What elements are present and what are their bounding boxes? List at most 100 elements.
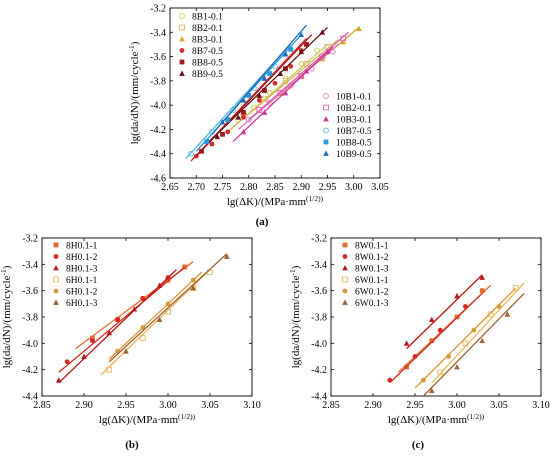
x-tick-label: 3.05 bbox=[371, 182, 389, 193]
fit-line bbox=[422, 292, 525, 397]
fit-line bbox=[58, 266, 186, 373]
y-axis-label: lg(da/dN)/(mm/cycle-1) bbox=[127, 41, 142, 144]
data-point bbox=[429, 338, 435, 344]
fit-line bbox=[108, 253, 228, 363]
legend-label: 8B3-0.1 bbox=[192, 35, 223, 45]
data-point bbox=[156, 316, 163, 323]
x-tick-label: 3.10 bbox=[532, 400, 550, 411]
data-point bbox=[319, 29, 326, 35]
data-point bbox=[298, 31, 305, 38]
y-axis-label: lg(da/dN)/(mm/cycle-1) bbox=[0, 265, 13, 368]
data-point bbox=[245, 116, 252, 123]
legend-label: 8B7-0.5 bbox=[192, 47, 223, 57]
x-axis-label: lg(ΔK)/(MPa·mm(1/2)) bbox=[99, 412, 196, 427]
x-tick-label: 3.00 bbox=[448, 400, 466, 411]
x-tick-label: 2.85 bbox=[322, 400, 340, 411]
data-point bbox=[329, 48, 336, 55]
data-point bbox=[277, 90, 284, 96]
legend-marker bbox=[323, 116, 329, 122]
panel-label: (b) bbox=[125, 439, 139, 451]
legend-label: 8H0.1-2 bbox=[66, 253, 98, 263]
x-tick-label: 2.90 bbox=[293, 182, 311, 193]
data-point bbox=[429, 387, 435, 394]
data-point bbox=[277, 70, 284, 76]
x-tick-label: 2.90 bbox=[75, 400, 93, 411]
fit-line bbox=[206, 26, 328, 145]
x-tick-label: 2.95 bbox=[319, 182, 337, 193]
y-tick-label: -3.8 bbox=[150, 76, 166, 87]
data-point bbox=[356, 25, 362, 32]
data-point bbox=[463, 304, 468, 309]
y-tick-label: -4.0 bbox=[22, 339, 38, 350]
data-point bbox=[437, 369, 444, 376]
data-point bbox=[90, 338, 95, 344]
data-point bbox=[454, 292, 460, 299]
data-point bbox=[462, 340, 469, 347]
data-point bbox=[165, 301, 171, 307]
data-point bbox=[90, 335, 95, 341]
data-point bbox=[235, 114, 242, 120]
data-point bbox=[165, 277, 171, 283]
data-point bbox=[282, 90, 289, 96]
data-point bbox=[106, 366, 113, 373]
fit-line bbox=[108, 271, 203, 360]
data-point bbox=[479, 337, 485, 344]
fit-line bbox=[232, 46, 334, 143]
data-point bbox=[504, 311, 511, 317]
legend-marker bbox=[323, 104, 329, 111]
y-tick-label: -3.6 bbox=[311, 286, 327, 297]
data-point bbox=[190, 277, 196, 283]
data-point bbox=[340, 35, 347, 42]
y-tick-label: -3.8 bbox=[22, 313, 38, 324]
x-axis-label: lg(ΔK)/(MPa·mm(1/2)) bbox=[227, 194, 324, 209]
legend-label: 6W0.1-2 bbox=[355, 287, 389, 297]
y-tick-label: -3.4 bbox=[311, 260, 327, 271]
data-point bbox=[220, 131, 225, 137]
legend-marker bbox=[179, 48, 185, 53]
legend-marker bbox=[179, 59, 185, 65]
chart-panel-c: 2.85 2.90 2.95 3.00 3.05 3.10 -3.2 -3.4 -3.6 -3.8… bbox=[288, 234, 550, 452]
y-tick-label: -4.2 bbox=[150, 125, 166, 136]
y-tick-label: -3.2 bbox=[311, 234, 327, 245]
data-point bbox=[303, 61, 310, 67]
data-point bbox=[64, 359, 70, 365]
series-8W0.1-2 bbox=[387, 292, 483, 384]
data-point bbox=[412, 354, 418, 359]
data-point bbox=[437, 327, 443, 333]
legend-marker bbox=[53, 288, 59, 294]
fit-line bbox=[100, 269, 211, 376]
data-point bbox=[282, 51, 289, 57]
data-point bbox=[115, 317, 120, 323]
legend-label: 6H0.1-1 bbox=[66, 276, 98, 286]
data-point bbox=[156, 282, 163, 288]
data-point bbox=[324, 48, 331, 55]
series-6W0.1-1 bbox=[431, 282, 525, 384]
legend-marker bbox=[342, 288, 348, 294]
data-point bbox=[479, 274, 485, 280]
data-point bbox=[446, 354, 451, 359]
legend-marker bbox=[342, 254, 348, 259]
data-point bbox=[298, 48, 305, 55]
x-tick-label: 2.65 bbox=[161, 182, 179, 193]
fit-line bbox=[406, 274, 483, 350]
data-point bbox=[256, 107, 263, 113]
data-point bbox=[298, 73, 305, 79]
panel-label: (a) bbox=[256, 216, 269, 228]
legend-marker bbox=[53, 276, 59, 283]
legend-marker bbox=[179, 36, 185, 42]
y-tick-label: -3.6 bbox=[22, 286, 38, 297]
x-tick-label: 2.75 bbox=[214, 182, 232, 193]
data-point bbox=[131, 306, 138, 312]
data-point bbox=[421, 377, 426, 383]
data-point bbox=[240, 128, 247, 135]
legend-label: 8W0.1-2 bbox=[355, 253, 389, 263]
legend-marker bbox=[323, 150, 329, 156]
y-tick-label: -4.2 bbox=[311, 365, 327, 376]
x-tick-label: 2.70 bbox=[188, 182, 206, 193]
data-point bbox=[214, 133, 221, 140]
x-tick-label: 2.95 bbox=[117, 400, 135, 411]
data-point bbox=[288, 46, 294, 52]
data-point bbox=[246, 93, 252, 98]
